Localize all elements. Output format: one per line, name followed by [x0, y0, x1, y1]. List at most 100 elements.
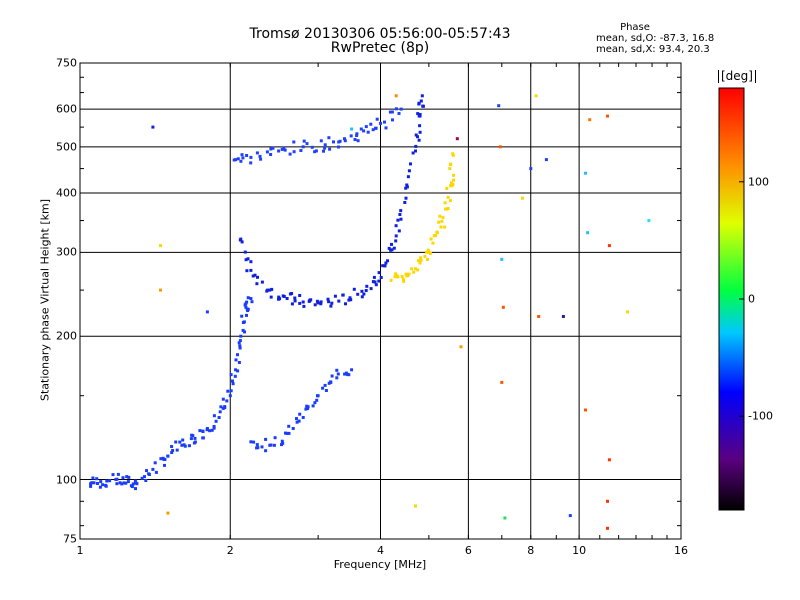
y-tick-label: 100 [56, 473, 77, 487]
trace-point [402, 279, 406, 283]
trace-point [281, 294, 285, 298]
trace-point [258, 154, 262, 158]
trace-point [355, 132, 359, 136]
trace-point [374, 126, 377, 130]
trace-point [406, 175, 410, 179]
trace-point [336, 372, 340, 376]
trace-point [419, 256, 423, 260]
trace-point [256, 446, 260, 450]
trace-point [238, 339, 242, 343]
trace-point [449, 199, 452, 203]
scatter-point [151, 125, 155, 129]
trace-point [419, 99, 423, 103]
trace-point [326, 297, 330, 301]
trace-point [445, 187, 449, 190]
trace-point [359, 127, 363, 131]
trace-point [353, 138, 357, 141]
trace-point [287, 424, 291, 428]
trace-point [356, 292, 360, 296]
trace-point [238, 346, 242, 350]
trace-point [245, 269, 249, 273]
trace-point [419, 258, 423, 262]
colorbar-tick-label: 100 [748, 175, 769, 189]
trace-point [332, 140, 335, 144]
trace-point [364, 125, 368, 129]
trace-point [426, 250, 430, 254]
trace-point [301, 416, 305, 419]
trace-point [205, 428, 209, 432]
trace-point [313, 150, 317, 154]
trace-point [214, 419, 218, 423]
trace-point [360, 289, 364, 293]
trace-point [389, 278, 393, 282]
trace-point [391, 118, 394, 122]
scatter-point [607, 244, 611, 248]
trace-point [316, 301, 320, 305]
trace-point [399, 209, 403, 213]
trace-point [240, 153, 244, 157]
trace-point [288, 152, 292, 156]
trace-point [298, 412, 302, 416]
trace-point [372, 275, 376, 279]
trace-point [189, 437, 193, 441]
trace-point [239, 159, 243, 163]
trace-point [305, 404, 309, 408]
trace-point [264, 437, 268, 441]
trace-point [338, 139, 342, 143]
trace-point [295, 417, 298, 421]
trace-point [166, 454, 170, 458]
trace-point [260, 445, 264, 449]
trace-point [384, 126, 388, 130]
trace-point [443, 201, 447, 205]
trace-point [234, 358, 238, 362]
trace-point [407, 272, 411, 276]
trace-point [99, 480, 103, 484]
trace-point [360, 295, 364, 299]
trace-point [348, 296, 352, 300]
trace-point [337, 145, 340, 149]
trace-point [115, 482, 119, 486]
trace-point [193, 440, 197, 444]
trace-point [212, 425, 216, 428]
trace-point [335, 368, 339, 372]
scatter-point [568, 514, 572, 518]
trace-point [96, 482, 99, 485]
trace-point [271, 146, 275, 150]
trace-point [208, 429, 212, 433]
trace-point [111, 473, 115, 477]
trace-point [452, 173, 456, 177]
trace-point [400, 275, 404, 278]
trace-point [450, 181, 453, 185]
colorbar-unit: [deg] [718, 70, 756, 83]
trace-point [414, 133, 418, 137]
trace-point [292, 150, 296, 154]
trace-point [321, 386, 325, 390]
trace-point [218, 410, 222, 414]
trace-point [306, 407, 310, 410]
trace-point [439, 225, 443, 229]
trace-point [374, 283, 378, 287]
scatter-point [394, 94, 398, 98]
y-tick-labels: 750 600 500 400 300 200 100 75 [0, 0, 77, 600]
phase-stats-o-mode: mean, sd,O: -87.3, 16.8 [596, 33, 715, 44]
trace-point [244, 305, 248, 309]
trace-point [133, 479, 137, 483]
trace-point [315, 299, 319, 303]
y-tick-label: 200 [56, 329, 77, 343]
trace-point [403, 201, 407, 204]
trace-point [418, 130, 422, 134]
scatter-point [584, 171, 587, 175]
trace-point [127, 475, 131, 479]
trace-point [92, 481, 96, 485]
trace-point [314, 149, 318, 153]
trace-point [313, 401, 317, 405]
trace-point [349, 298, 353, 302]
trace-point [120, 482, 124, 486]
trace-point [124, 481, 128, 485]
trace-point [301, 300, 305, 304]
trace-point [221, 406, 225, 410]
trace-point [163, 463, 166, 467]
trace-point [126, 480, 130, 484]
trace-point [180, 443, 184, 447]
trace-point [394, 239, 398, 243]
